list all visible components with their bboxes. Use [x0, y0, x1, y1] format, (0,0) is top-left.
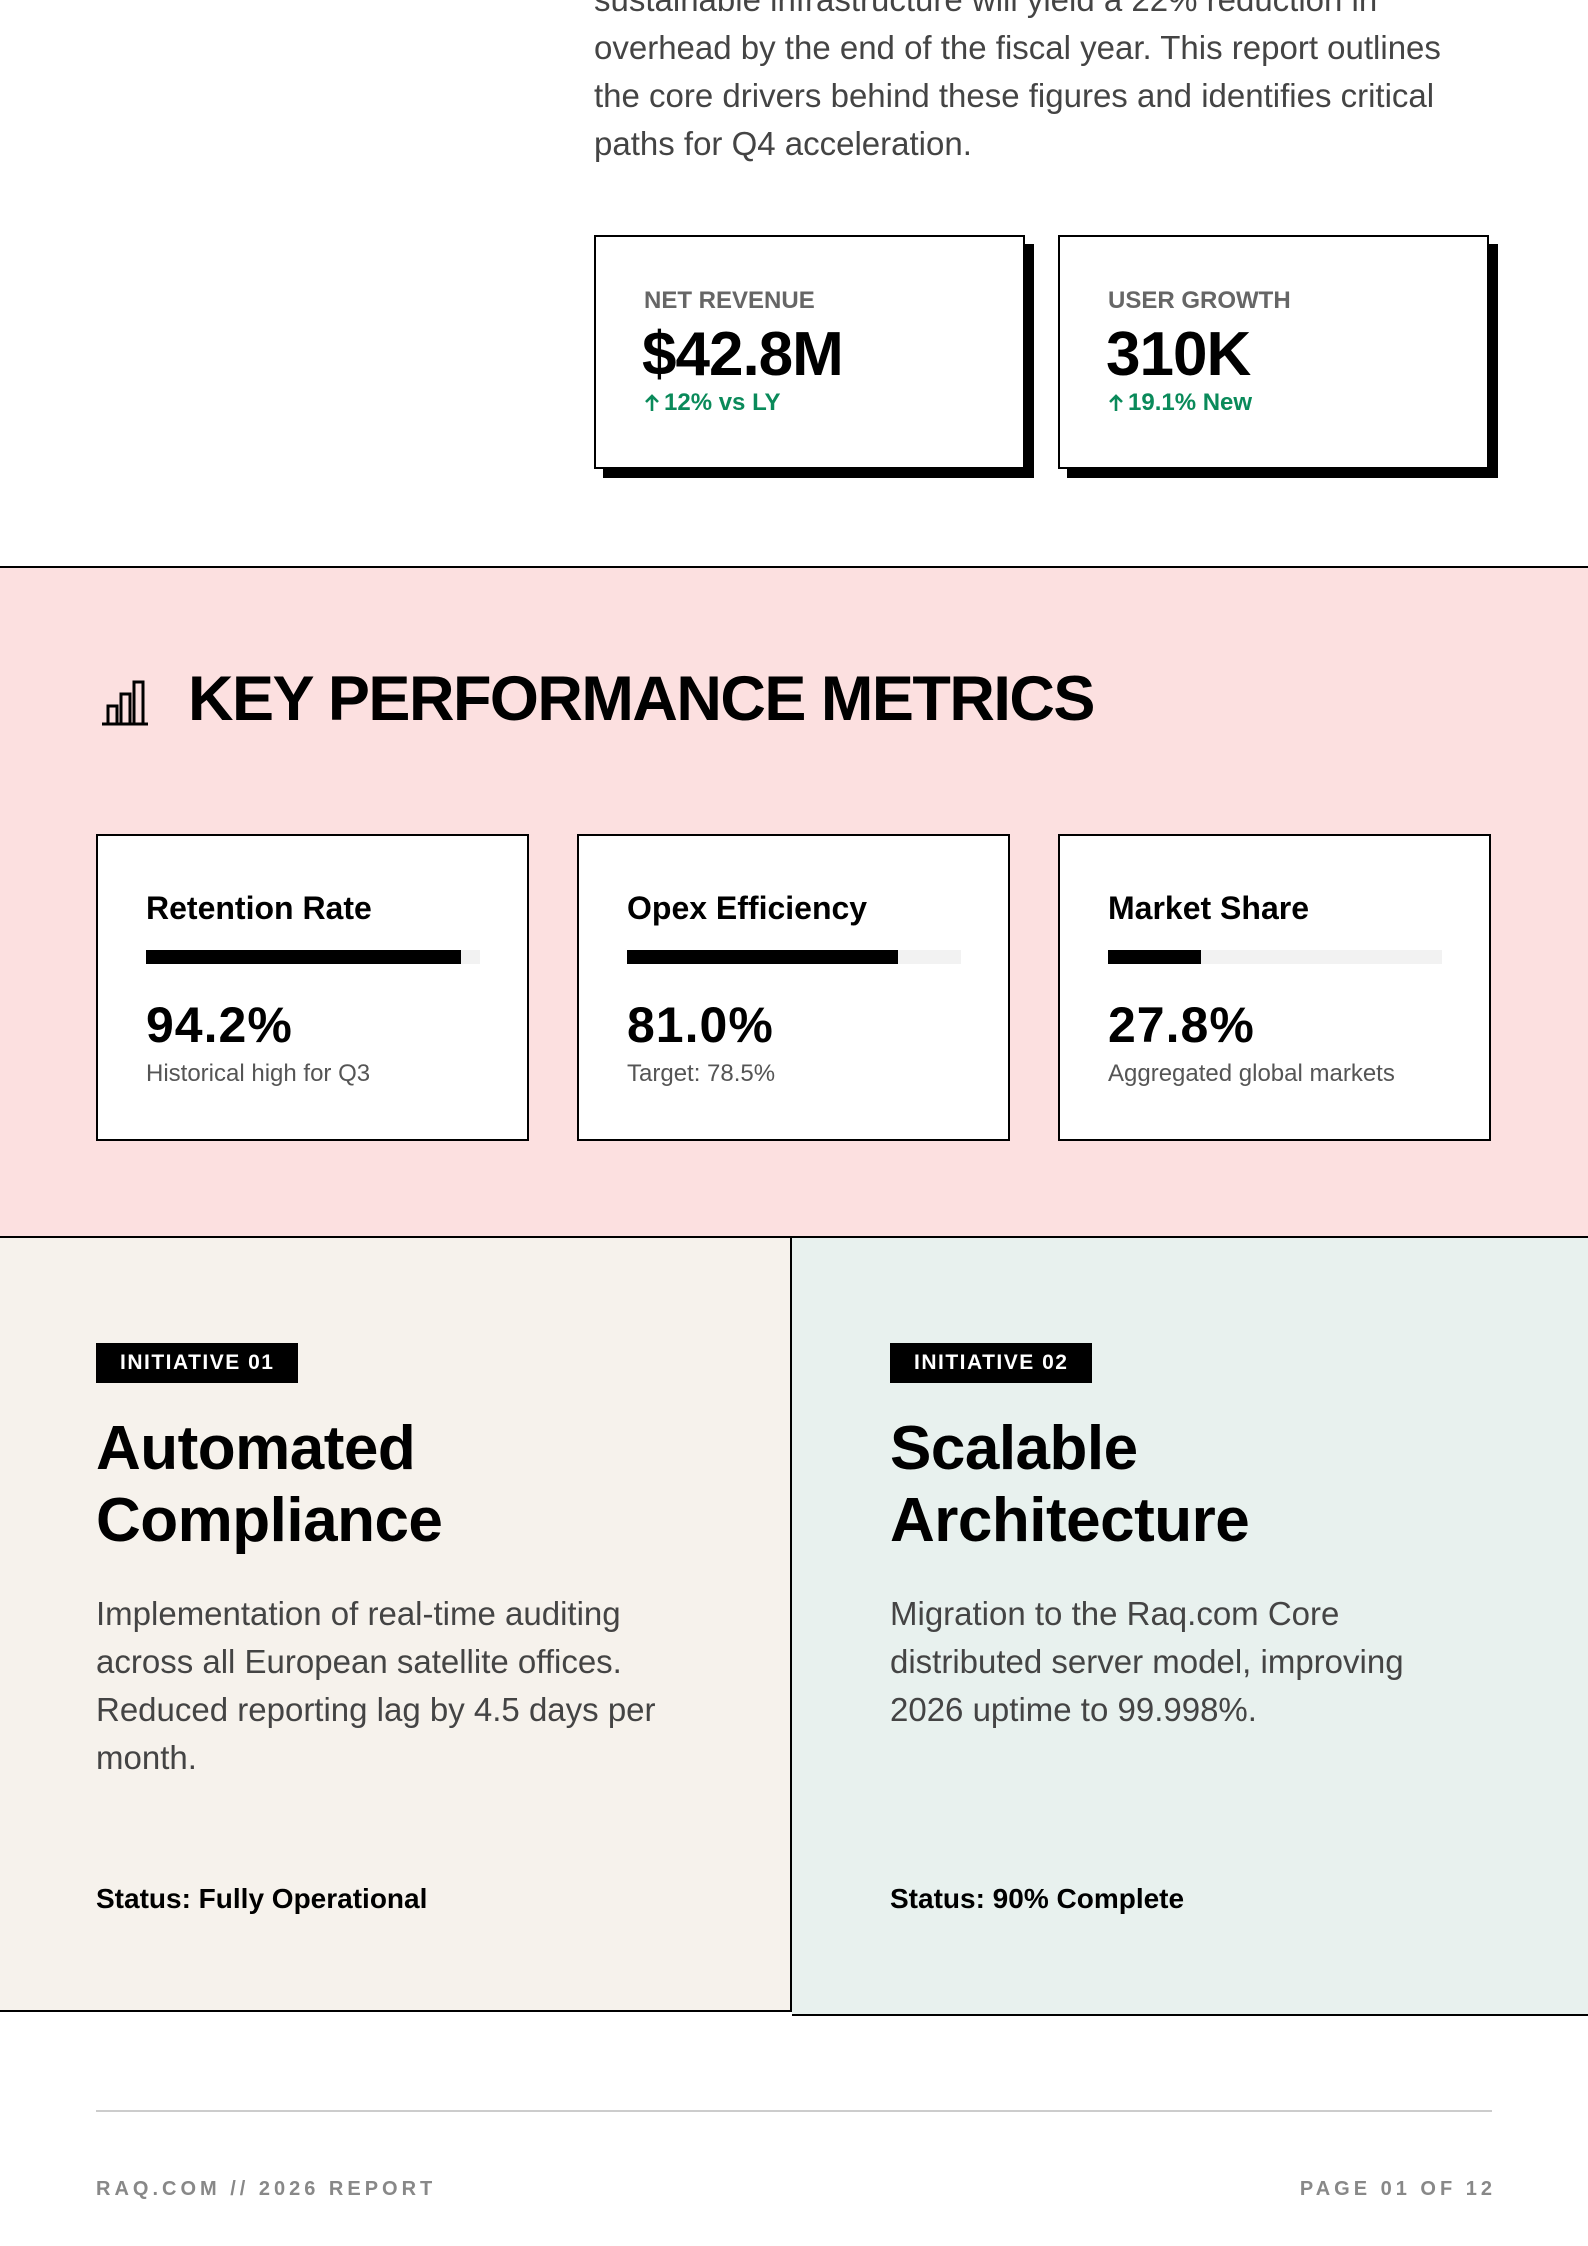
initiative-tag: INITIATIVE 01: [96, 1343, 299, 1383]
stat-change: 12% vs LY: [644, 389, 781, 417]
initiative-status: Status: Fully Operational: [96, 1883, 428, 1914]
title-line: Automated: [96, 1414, 416, 1483]
initiative-body: Implementation of real-time auditing acro…: [96, 1590, 656, 1782]
progress-bar: [1108, 950, 1201, 964]
body-line: month.: [96, 1739, 197, 1776]
intro-line: paths for Q4 acceleration.: [594, 125, 972, 162]
stat-change-text: 19.1% New: [1128, 389, 1253, 416]
footer-right: PAGE 01 OF 12: [1299, 2178, 1496, 2200]
initiative-tag: INITIATIVE 02: [890, 1343, 1093, 1383]
stat-change-text: 12% vs LY: [664, 389, 781, 416]
stat-value: 310K: [1106, 320, 1251, 389]
up-arrow: [1109, 394, 1123, 411]
initiative-body: Migration to the Raq.com Core distributed…: [890, 1590, 1404, 1734]
footer-rule: [96, 2110, 1492, 2112]
stat-card: USER GROWTH 310K 19.1% New: [1058, 235, 1489, 469]
initiative-panel: INITIATIVE 02 Scalable Architecture Migrati…: [792, 1236, 1588, 2016]
kpi-label: Opex Efficiency: [627, 890, 868, 926]
up-arrow: [645, 394, 659, 411]
progress-track: [627, 950, 961, 964]
stat-label: NET REVENUE: [644, 287, 815, 314]
title-line: Scalable: [890, 1414, 1138, 1483]
body-line: Migration to the Raq.com Core: [890, 1595, 1340, 1632]
body-line: Implementation of real-time auditing: [96, 1595, 621, 1632]
kpi-label: Market Share: [1108, 890, 1309, 926]
intro-line: the core drivers behind these figures an…: [594, 77, 1435, 114]
progress-bar: [146, 950, 461, 964]
kpi-card: Retention Rate 94.2% Historical high for Q…: [96, 834, 529, 1141]
body-line: across all European satellite offices.: [96, 1643, 622, 1680]
kpi-note: Historical high for Q3: [146, 1060, 371, 1087]
metrics-section: KEY PERFORMANCE METRICS Retention Rate 94…: [0, 566, 1588, 1238]
stat-label: USER GROWTH: [1108, 287, 1291, 314]
intro-line: sustainable infrastructure will yield a …: [594, 0, 1377, 24]
initiative-title: Automated Compliance: [96, 1413, 443, 1557]
progress-track: [1108, 950, 1442, 964]
initiative-status: Status: 90% Complete: [890, 1883, 1185, 1914]
footer-left: RAQ.COM // 2026 REPORT: [96, 2178, 437, 2200]
stat-change: 19.1% New: [1108, 389, 1252, 417]
body-line: Reduced reporting lag by 4.5 days per: [96, 1691, 656, 1728]
kpi-note: Target: 78.5%: [627, 1060, 776, 1087]
kpi-value: 27.8%: [1108, 997, 1255, 1053]
body-line: 2026 uptime to 99.998%.: [890, 1691, 1257, 1728]
stat-value: $42.8M: [642, 320, 844, 389]
kpi-value: 94.2%: [146, 997, 293, 1053]
title-line: Compliance: [96, 1486, 443, 1555]
progress-bar: [627, 950, 898, 964]
kpi-card: Market Share 27.8% Aggregated global marke…: [1058, 834, 1491, 1141]
body-line: distributed server model, improving: [890, 1643, 1404, 1680]
kpi-value: 81.0%: [627, 997, 774, 1053]
stat-card: NET REVENUE $42.8M 12% vs LY: [594, 235, 1025, 469]
initiative-panel: INITIATIVE 01 Automated Compliance Implemen…: [0, 1236, 792, 2012]
section-title: KEY PERFORMANCE METRICS: [188, 664, 1095, 734]
initiative-title: Scalable Architecture: [890, 1413, 1250, 1557]
kpi-label: Retention Rate: [146, 890, 372, 926]
progress-track: [146, 950, 480, 964]
kpi-note: Aggregated global markets: [1108, 1060, 1395, 1087]
chart-icon: [102, 680, 148, 726]
kpi-card: Opex Efficiency 81.0% Target: 78.5%: [577, 834, 1010, 1141]
intro-line: overhead by the end of the fiscal year. …: [594, 29, 1441, 66]
title-line: Architecture: [890, 1486, 1250, 1555]
